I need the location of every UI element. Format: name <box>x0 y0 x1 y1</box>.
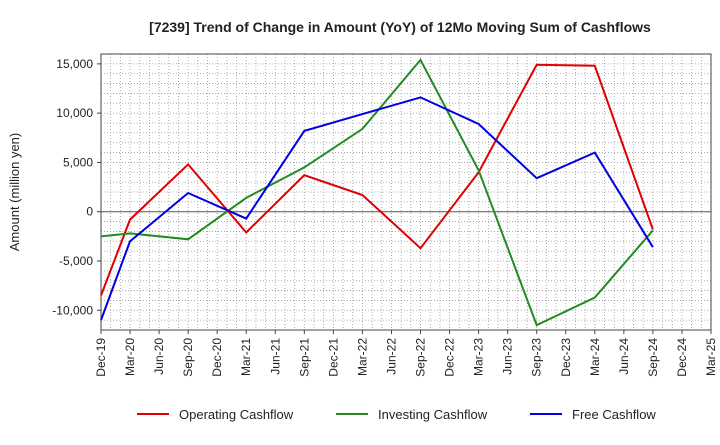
y-tick-label: 10,000 <box>56 106 93 120</box>
x-tick-label: Mar-23 <box>472 338 486 376</box>
x-tick-label: Mar-21 <box>239 338 253 376</box>
x-tick-label: Sep-20 <box>181 338 195 377</box>
legend-label: Free Cashflow <box>572 407 656 422</box>
series-line-operating-cashflow <box>100 63 654 296</box>
legend-label: Investing Cashflow <box>378 407 488 422</box>
x-tick-label: Jun-23 <box>501 338 515 375</box>
x-tick-label: Dec-23 <box>559 338 573 377</box>
legend: Operating Cashflow Investing Cashflow Free… <box>137 407 656 422</box>
x-tick-label: Mar-22 <box>355 338 369 376</box>
x-tick-label: Dec-22 <box>443 338 457 377</box>
y-axis-label: Amount (million yen) <box>7 133 22 252</box>
y-tick-label: 5,000 <box>63 155 93 169</box>
x-tick-label: Jun-24 <box>617 338 631 375</box>
x-tick-label: Jun-21 <box>268 338 282 375</box>
x-tick-label: Mar-24 <box>588 338 602 376</box>
y-tick-label: -5,000 <box>59 254 93 268</box>
x-tick-label: Sep-24 <box>646 338 660 377</box>
chart-title: [7239] Trend of Change in Amount (YoY) o… <box>149 19 651 35</box>
x-tick-label: Dec-20 <box>210 338 224 377</box>
y-tick-label: -10,000 <box>52 303 93 317</box>
x-tick-label: Sep-21 <box>297 338 311 377</box>
grid-lines <box>101 54 711 330</box>
x-tick-label: Dec-19 <box>94 338 108 377</box>
x-tick-label: Dec-24 <box>675 338 689 377</box>
axes: -10,000 -5,000 0 5,000 10,000 15,000 Dec-19 Mar… <box>52 53 718 377</box>
series-line-free-cashflow <box>100 96 654 321</box>
plot-frame <box>100 53 712 331</box>
y-tick-label: 0 <box>86 205 93 219</box>
x-tick-label: Sep-23 <box>530 338 544 377</box>
x-tick-label: Dec-21 <box>326 338 340 377</box>
x-tick-label: Sep-22 <box>414 338 428 377</box>
x-tick-label: Jun-20 <box>152 338 166 375</box>
x-tick-label: Mar-25 <box>704 338 718 376</box>
plot-area <box>101 54 711 330</box>
x-tick-label: Jun-22 <box>384 338 398 375</box>
series-line-investing-cashflow <box>100 58 654 327</box>
series-lines <box>100 58 654 327</box>
x-tick-label: Mar-20 <box>123 338 137 376</box>
legend-label: Operating Cashflow <box>179 407 294 422</box>
y-tick-label: 15,000 <box>56 57 93 71</box>
